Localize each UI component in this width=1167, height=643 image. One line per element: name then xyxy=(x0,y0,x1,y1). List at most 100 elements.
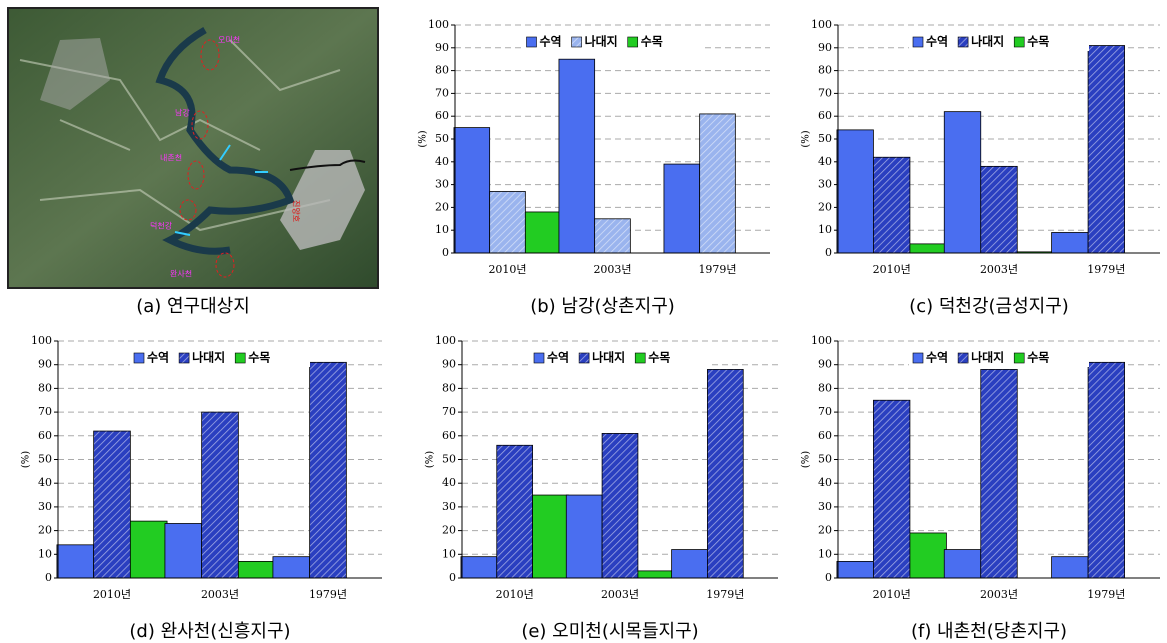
x-tick-label: 2003년 xyxy=(980,263,1018,276)
bar xyxy=(910,244,946,253)
x-tick-label: 2003년 xyxy=(201,588,239,601)
y-axis-label: (%) xyxy=(21,451,32,468)
bar xyxy=(602,433,638,578)
bar xyxy=(310,362,347,578)
legend-swatch xyxy=(958,37,968,47)
y-tick-label: 0 xyxy=(45,571,52,584)
y-tick-label: 70 xyxy=(818,405,832,418)
bar xyxy=(202,412,239,578)
panel-caption: (c) 덕천강(금성지구) xyxy=(909,296,1069,317)
bar xyxy=(873,400,909,578)
bar xyxy=(672,550,708,578)
y-tick-label: 30 xyxy=(38,500,52,513)
bar xyxy=(664,164,700,253)
x-tick-label: 1979년 xyxy=(1087,588,1125,601)
x-tick-label: 2003년 xyxy=(593,263,631,276)
map-label: 덕천강 xyxy=(150,221,173,231)
satellite-map: 오미천 남강 내촌천 덕천강 완사천 진양호 xyxy=(8,8,378,288)
y-tick-label: 70 xyxy=(818,86,832,99)
figure: 오미천 남강 내촌천 덕천강 완사천 진양호 (a) 연구대상지 0102030… xyxy=(0,0,1167,643)
legend-label: 나대지 xyxy=(585,34,618,49)
bar xyxy=(1088,362,1124,578)
map-label: 내촌천 xyxy=(160,153,182,163)
bar xyxy=(944,550,980,578)
y-tick-label: 100 xyxy=(31,334,52,347)
y-tick-label: 90 xyxy=(442,358,456,371)
x-tick-label: 2003년 xyxy=(980,588,1018,601)
y-tick-label: 60 xyxy=(442,429,456,442)
bar xyxy=(595,219,631,253)
bar xyxy=(525,212,561,253)
legend-label: 나대지 xyxy=(192,350,225,365)
legend-swatch xyxy=(179,353,189,363)
y-tick-label: 80 xyxy=(38,381,52,394)
y-tick-label: 30 xyxy=(818,178,832,191)
panel-caption: (d) 완사천(신흥지구) xyxy=(129,621,290,642)
x-tick-label: 2010년 xyxy=(488,263,526,276)
y-tick-label: 80 xyxy=(442,381,456,394)
legend-label: 나대지 xyxy=(971,350,1004,365)
y-tick-label: 80 xyxy=(435,64,449,77)
y-tick-label: 70 xyxy=(442,405,456,418)
bar xyxy=(57,545,94,578)
bar xyxy=(700,114,736,253)
legend-label: 수목 xyxy=(248,351,270,365)
bar xyxy=(981,166,1017,253)
x-tick-label: 2003년 xyxy=(601,588,639,601)
y-tick-label: 60 xyxy=(818,109,832,122)
y-tick-label: 0 xyxy=(449,571,456,584)
legend-label: 나대지 xyxy=(592,350,625,365)
y-tick-label: 80 xyxy=(818,381,832,394)
y-axis-label: (%) xyxy=(801,130,812,147)
y-tick-label: 100 xyxy=(811,18,832,31)
y-tick-label: 100 xyxy=(428,18,449,31)
y-tick-label: 30 xyxy=(442,500,456,513)
panel-caption: (f) 내촌천(당촌지구) xyxy=(911,621,1067,642)
y-tick-label: 10 xyxy=(435,223,449,236)
x-tick-label: 2010년 xyxy=(93,588,131,601)
y-tick-label: 70 xyxy=(435,86,449,99)
bar xyxy=(566,495,602,578)
bar xyxy=(910,533,946,578)
x-tick-label: 2010년 xyxy=(873,588,911,601)
legend-label: 수목 xyxy=(1027,35,1049,49)
legend-swatch xyxy=(534,353,544,363)
legend-swatch xyxy=(635,353,645,363)
bar xyxy=(559,59,595,253)
bar xyxy=(944,112,980,253)
y-tick-label: 20 xyxy=(442,524,456,537)
y-tick-label: 60 xyxy=(38,429,52,442)
y-tick-label: 70 xyxy=(38,405,52,418)
legend-swatch xyxy=(1014,353,1024,363)
y-tick-label: 100 xyxy=(811,334,832,347)
legend-swatch xyxy=(1014,37,1024,47)
y-tick-label: 10 xyxy=(442,547,456,560)
x-tick-label: 1979년 xyxy=(1087,263,1125,276)
y-tick-label: 10 xyxy=(818,547,832,560)
map-label: 남강 xyxy=(175,108,190,118)
legend-label: 수역 xyxy=(926,34,948,49)
y-tick-label: 60 xyxy=(435,109,449,122)
bar xyxy=(490,191,526,253)
panel-caption: (e) 오미천(시목들지구) xyxy=(521,621,698,642)
legend-swatch xyxy=(913,37,923,47)
bar xyxy=(273,557,310,578)
y-tick-label: 50 xyxy=(818,132,832,145)
bar xyxy=(461,557,497,578)
bar xyxy=(707,369,743,578)
y-tick-label: 10 xyxy=(818,223,832,236)
y-tick-label: 50 xyxy=(818,453,832,466)
legend-label: 수역 xyxy=(540,34,562,49)
legend-swatch xyxy=(527,37,537,47)
y-tick-label: 20 xyxy=(818,524,832,537)
panel-caption: (b) 남강(상촌지구) xyxy=(530,296,675,317)
x-tick-label: 1979년 xyxy=(706,588,744,601)
y-tick-label: 10 xyxy=(38,547,52,560)
map-label: 진양호 xyxy=(292,200,302,222)
y-axis-label: (%) xyxy=(801,451,812,468)
legend-swatch xyxy=(913,353,923,363)
y-tick-label: 20 xyxy=(818,200,832,213)
legend-swatch xyxy=(579,353,589,363)
y-tick-label: 0 xyxy=(825,571,832,584)
legend-swatch xyxy=(628,37,638,47)
